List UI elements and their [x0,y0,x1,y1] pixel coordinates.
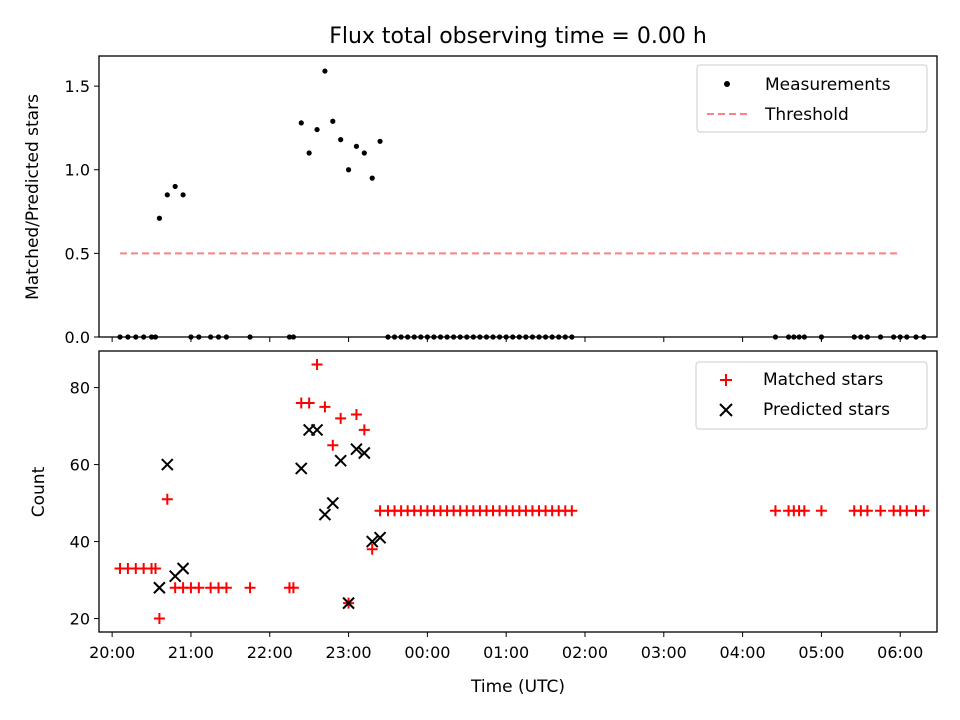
bottom-plot-marks [114,358,930,625]
bottom-y-axis-label: Count [29,466,49,517]
top-panel: 0.0 0.5 1.0 1.5 Matched/Predicted stars Mea… [23,55,938,347]
matched-stars-point [149,562,161,574]
top-y-axis-label: Matched/Predicted stars [23,94,43,300]
matched-stars-point [358,424,370,436]
y-tick-label: 60 [70,456,90,475]
y-tick-label: 40 [70,533,90,552]
predicted-stars-point [358,446,371,460]
predicted-stars-point [161,458,174,471]
matched-stars-point [153,613,165,625]
measurement-point [306,150,312,156]
matched-stars-point [861,505,873,517]
matched-stars-point [815,505,827,517]
matched-stars-point [161,493,173,505]
predicted-stars-point [365,535,379,548]
matched-stars-point [287,582,299,594]
measurement-point [164,192,170,198]
matched-stars-point [319,401,331,413]
measurement-point [353,143,360,149]
measurement-point [314,126,320,133]
x-tick-label: 21:00 [168,643,214,662]
top-x-ticks [111,337,901,342]
bottom-x-ticks: 20:00 21:00 22:00 23:00 00:00 01:00 02:00 03:00… [89,632,923,662]
matched-stars-point [901,505,913,517]
measurement-point [172,183,178,190]
x-tick-label: 20:00 [89,643,135,662]
measurement-point [298,120,304,126]
measurement-point [322,68,328,74]
y-tick-label: 1.0 [65,161,90,180]
matched-stars-point [327,439,339,451]
measurement-point [338,137,344,143]
top-legend: Measurements Threshold [696,64,928,133]
x-tick-label: 05:00 [798,643,844,662]
legend-predicted-stars-marker [719,403,733,417]
x-tick-label: 01:00 [483,643,529,662]
figure-title: Flux total observing time = 0.00 h [329,24,707,49]
matched-stars-point [303,397,315,409]
matched-stars-point [918,505,930,517]
matched-stars-point [193,582,205,594]
legend-matched-stars-marker [720,374,732,386]
predicted-stars-point [350,442,363,456]
predicted-stars-point [342,596,355,610]
measurement-point [180,192,186,198]
legend-measurements-label: Measurements [765,75,891,95]
matched-stars-point [220,582,232,594]
x-tick-label: 04:00 [720,643,766,662]
x-tick-label: 03:00 [641,643,687,662]
x-tick-label: 02:00 [562,643,608,662]
x-tick-label: 00:00 [404,643,450,662]
x-tick-label: 23:00 [326,643,372,662]
matched-stars-point [875,505,887,517]
predicted-stars-point [373,531,387,544]
matched-stars-point [350,409,362,421]
matched-stars-point [244,582,256,594]
y-tick-label: 0.5 [65,244,90,263]
top-y-ticks: 0.0 0.5 1.0 1.5 [65,77,99,347]
x-tick-label: 22:00 [247,643,293,662]
predicted-stars-point [326,496,340,510]
measurement-point [377,138,383,144]
y-tick-label: 1.5 [65,77,90,96]
measurement-point [345,167,352,173]
matched-stars-point [366,543,378,555]
legend-threshold-label: Threshold [764,105,849,125]
bottom-x-axis-label: Time (UTC) [470,677,565,697]
legend-matched-stars-label: Matched stars [763,370,883,390]
measurement-point [156,215,163,221]
legend-measurements-marker [724,81,730,87]
x-tick-label: 06:00 [877,643,923,662]
measurement-point [369,175,375,181]
measurement-point [330,118,336,124]
matched-stars-point [311,358,323,370]
y-tick-label: 0.0 [65,328,90,347]
measurement-point [361,150,367,156]
matched-stars-point [798,505,810,517]
bottom-legend: Matched stars Predicted stars [695,361,928,430]
predicted-stars-point [153,581,166,594]
predicted-stars-point [310,423,324,437]
bottom-y-ticks: 20 40 60 80 [70,379,99,629]
predicted-stars-point [334,454,347,467]
bottom-panel: 20 40 60 80 20:00 21:00 22:00 23:00 00:00 01:00 0… [29,350,938,697]
predicted-stars-point [295,462,308,475]
matched-stars-point [566,505,578,517]
matched-stars-point [769,505,781,517]
matched-stars-point [335,412,347,424]
top-legend-box [696,64,928,133]
legend-predicted-stars-label: Predicted stars [763,400,890,420]
predicted-stars-point [176,562,190,575]
bottom-axes-frame [98,350,938,633]
y-tick-label: 80 [70,379,90,398]
top-axes-frame [98,55,938,338]
bottom-legend-box [695,361,928,430]
predicted-stars-point [318,508,332,521]
y-tick-label: 20 [70,610,90,629]
